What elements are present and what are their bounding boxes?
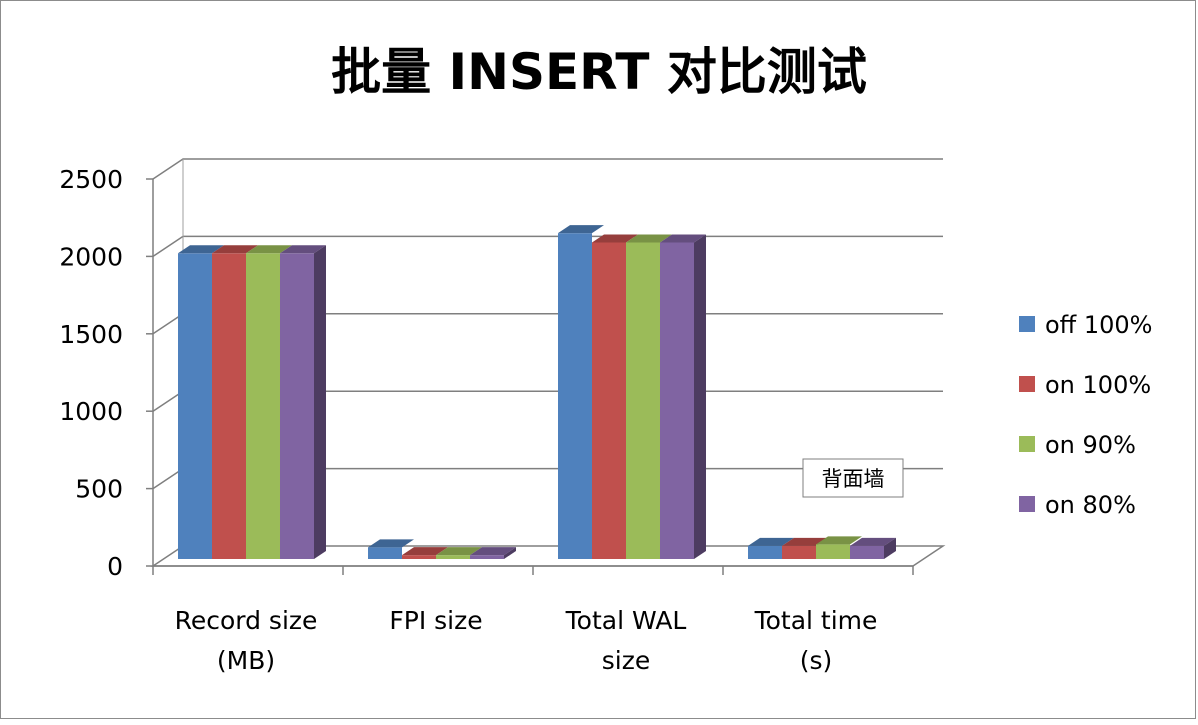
x-category-label: FPI size [389,606,482,635]
bar-top [816,536,862,545]
chart-title: 批量 INSERT 对比测试 [331,43,867,101]
bar-top [368,539,414,548]
legend: off 100% on 100% on 90% on 80% [1019,311,1152,519]
bar [246,245,292,559]
bar-front [592,242,626,559]
bar-top [592,234,638,243]
y-tick-label: 2500 [59,165,123,194]
bar-front [782,545,816,559]
bar-top [748,537,794,546]
legend-label: on 80% [1045,491,1136,519]
x-category-label: size [602,646,650,675]
legend-label: on 90% [1045,431,1136,459]
bars [178,225,896,559]
bar-top [626,234,672,243]
tooltip-label: 背面墙 [822,467,885,491]
bar-side [314,245,326,559]
bar-front [850,545,884,559]
bar-top [246,245,292,254]
bar-front [748,545,782,559]
bar-side [504,547,516,559]
bar-front [368,547,402,559]
bar-front [436,555,470,559]
bar-front [816,544,850,559]
bar-top [280,245,326,254]
bar [212,245,258,559]
legend-item: on 90% [1019,431,1136,459]
bar-front [178,253,212,559]
y-tick-label: 500 [75,475,123,504]
legend-label: off 100% [1045,311,1152,339]
bar-top [558,225,604,234]
y-axis-ticks: 0 500 1000 1500 2000 2500 [59,165,153,581]
bar-front [470,555,504,559]
legend-label: on 100% [1045,371,1151,399]
legend-swatch [1019,496,1035,512]
bar [592,234,638,559]
legend-swatch [1019,376,1035,392]
bar-top [178,245,224,254]
bar [402,547,448,559]
y-tick-label: 0 [107,552,123,581]
tooltip-back-wall: 背面墙 [802,458,904,498]
y-tick-label: 2000 [59,242,123,271]
x-category-label: Record size [175,606,318,635]
bar-top [212,245,258,254]
x-category-label: Total time [754,606,878,635]
bar-top [660,234,706,243]
bar [436,547,482,559]
x-axis-labels: Record size (MB) FPI size Total WAL size Tota… [152,566,914,675]
bar [178,245,224,559]
bar-side [694,234,706,559]
y-tick-label: 1500 [59,320,123,349]
bar-front [558,233,592,559]
legend-swatch [1019,316,1035,332]
bar [626,234,672,559]
bar-top [850,537,896,546]
y-tick-label: 1000 [59,397,123,426]
legend-item: on 100% [1019,371,1151,399]
legend-swatch [1019,436,1035,452]
legend-item: off 100% [1019,311,1152,339]
bar [280,245,326,559]
bar-front [280,253,314,559]
bar-top [402,547,448,556]
bar-front [402,555,436,559]
bar-front [660,242,694,559]
x-category-label: (MB) [217,646,275,675]
bar [558,225,604,559]
bar [816,536,862,559]
bar-front [626,242,660,559]
bar [748,537,794,559]
bar [470,547,516,559]
bar-front [246,253,280,559]
x-category-label: (s) [800,646,833,675]
bar [368,539,414,559]
bar [660,234,706,559]
legend-item: on 80% [1019,491,1136,519]
bar-top [782,537,828,546]
bar [782,537,828,559]
bar [850,537,896,559]
bar-top [436,547,482,556]
bar-front [212,253,246,559]
bar-side [884,537,896,559]
bar-top [470,547,516,556]
x-category-label: Total WAL [565,606,687,635]
